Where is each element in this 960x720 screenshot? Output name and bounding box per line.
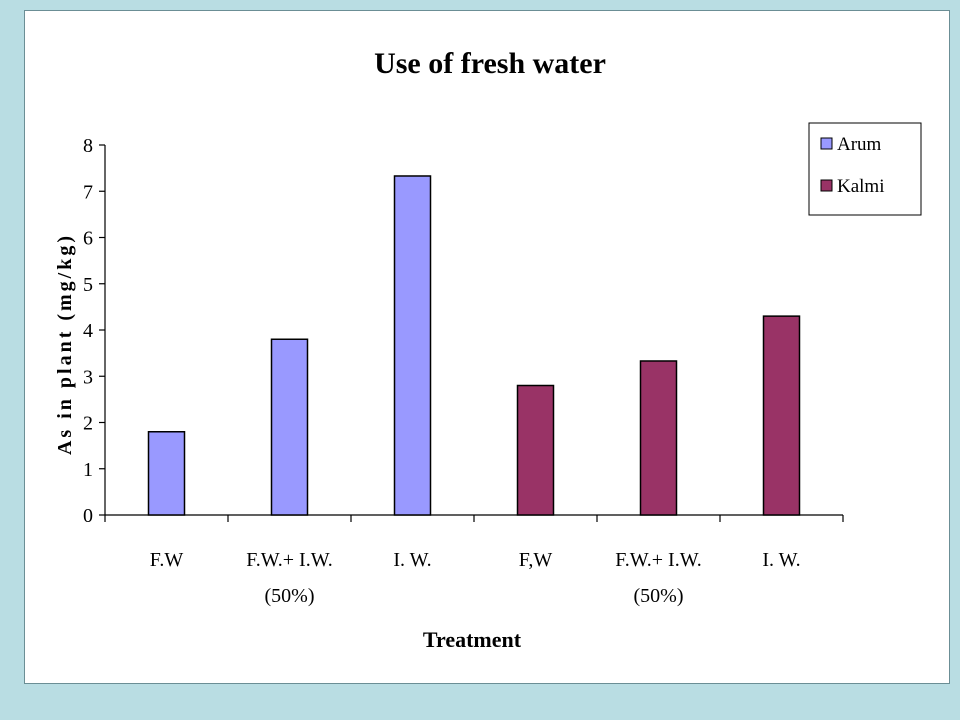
bar-kalmi <box>516 384 555 516</box>
chart-title: Use of fresh water <box>374 47 606 80</box>
legend-swatch <box>820 137 833 150</box>
bar-arum <box>147 431 186 516</box>
x-category-label: F.W <box>150 549 184 571</box>
y-tick-label: 5 <box>83 274 93 296</box>
x-category-label: (50%) <box>634 585 684 607</box>
y-axis-title: As in plant (mg/kg) <box>54 233 76 455</box>
bar-kalmi <box>762 315 801 516</box>
y-tick-label: 3 <box>83 366 93 388</box>
y-tick-label: 0 <box>83 505 93 527</box>
x-category-label: F.W.+ I.W. <box>246 549 333 571</box>
y-tick-label: 6 <box>83 228 93 250</box>
y-tick-label: 1 <box>83 459 93 481</box>
y-tick-label: 2 <box>83 413 93 435</box>
y-tick-label: 7 <box>83 181 93 203</box>
x-category-label: I. W. <box>762 549 800 571</box>
legend-label: Kalmi <box>837 176 885 197</box>
x-axis-title: Treatment <box>423 627 522 652</box>
bar-kalmi <box>639 360 678 516</box>
legend-label: Arum <box>837 134 882 155</box>
x-category-label: F.W.+ I.W. <box>615 549 702 571</box>
x-category-label: I. W. <box>393 549 431 571</box>
y-tick-label: 4 <box>83 320 93 342</box>
x-category-label: (50%) <box>265 585 315 607</box>
y-tick-label: 8 <box>83 135 93 157</box>
bar-arum <box>393 175 432 516</box>
x-category-label: F,W <box>519 549 553 571</box>
bar-arum <box>270 338 309 516</box>
chart-panel: Use of fresh water As in plant (mg/kg) T… <box>24 10 950 684</box>
plot-area: 0 1 2 3 4 5 6 7 8 F.W F.W.+ I.W. (50%) I. W. F,W F.W.+… <box>83 135 844 607</box>
bar-chart: Use of fresh water As in plant (mg/kg) T… <box>54 47 922 652</box>
legend: Arum Kalmi <box>808 122 922 216</box>
legend-swatch <box>820 179 833 192</box>
